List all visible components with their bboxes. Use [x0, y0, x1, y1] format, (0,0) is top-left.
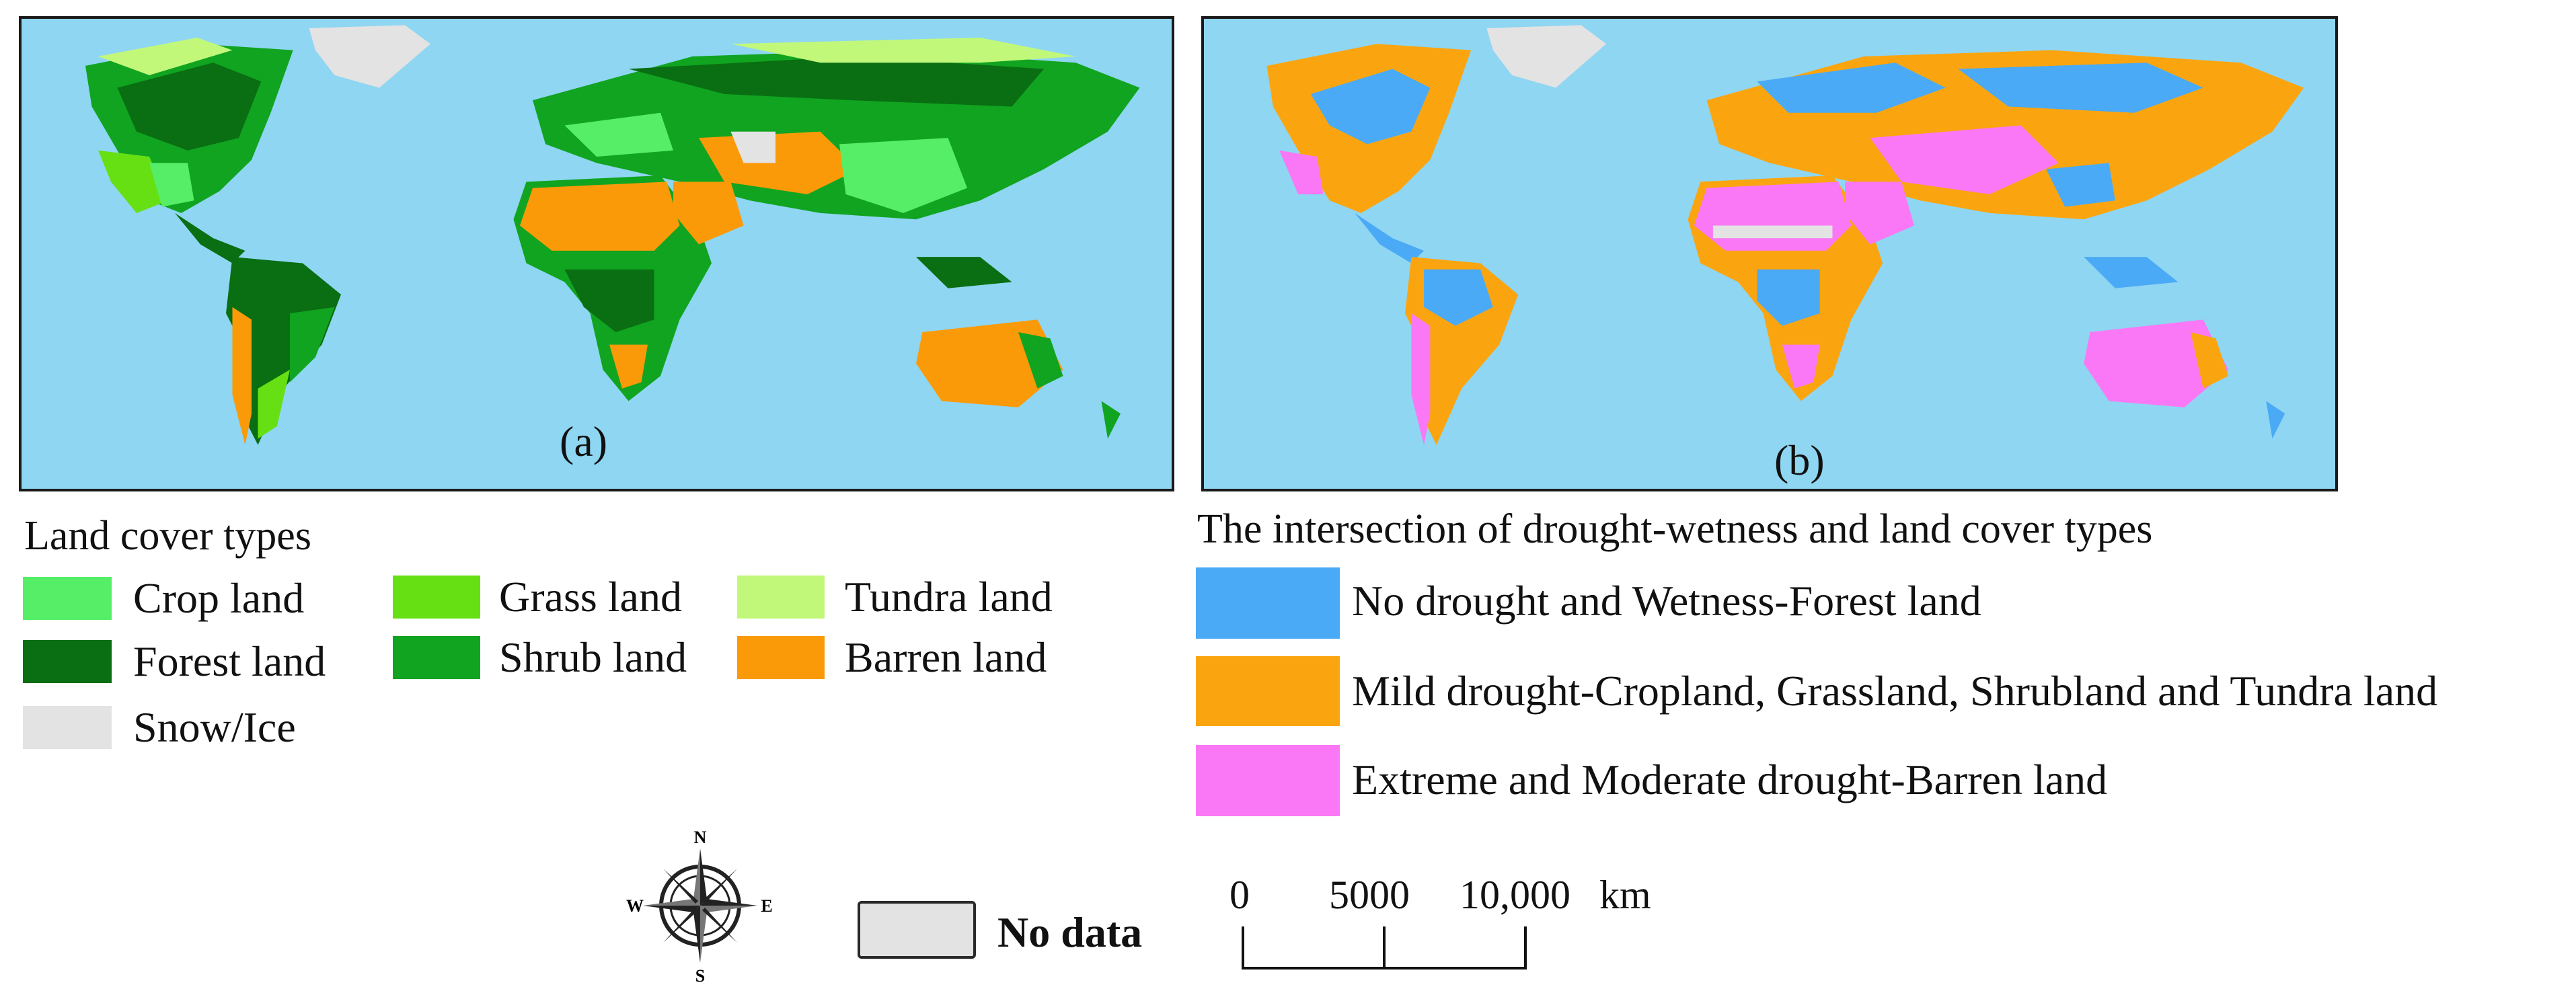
legend-label-forest-land: Forest land — [133, 637, 326, 685]
legend-label-extreme-drought: Extreme and Moderate drought-Barren land — [1352, 756, 2108, 803]
legend-a-title: Land cover types — [24, 513, 311, 559]
map-panel-b — [1201, 16, 2338, 491]
scale-bar — [1242, 926, 1527, 970]
compass-n: N — [694, 828, 707, 847]
legend-swatch-grass-land — [393, 576, 480, 619]
legend-label-mild-drought: Mild drought-Cropland, Grassland, Shrubl… — [1352, 667, 2438, 715]
panel-b-label: (b) — [1774, 436, 1825, 484]
legend-swatch-extreme-drought — [1196, 745, 1340, 816]
legend-label-barren-land: Barren land — [845, 633, 1047, 681]
no-data-label: No data — [997, 908, 1143, 956]
legend-swatch-barren-land — [737, 636, 825, 679]
legend-swatch-mild-drought — [1196, 656, 1340, 726]
world-map-land-cover — [22, 19, 1172, 489]
compass-e: E — [761, 896, 772, 916]
legend-label-tundra-land: Tundra land — [845, 573, 1053, 621]
legend-label-snow-ice: Snow/Ice — [133, 703, 296, 751]
panel-a-label: (a) — [560, 418, 608, 465]
scale-tick-10000: 10,000 — [1460, 873, 1570, 917]
legend-swatch-snow-ice — [23, 706, 112, 749]
legend-b-title: The intersection of drought-wetness and … — [1197, 506, 2153, 552]
compass-rose: N S W E — [623, 828, 778, 986]
compass-w: W — [626, 896, 644, 916]
legend-label-no-drought-forest: No drought and Wetness-Forest land — [1352, 577, 1981, 625]
legend-swatch-forest-land — [23, 640, 112, 683]
legend-label-grass-land: Grass land — [499, 573, 682, 621]
world-map-drought-intersection — [1204, 19, 2335, 489]
scale-tick-5000: 5000 — [1329, 873, 1410, 917]
map-panel-a — [19, 16, 1174, 491]
legend-swatch-no-drought-forest — [1196, 567, 1340, 639]
no-data-swatch — [858, 901, 976, 959]
scale-tick-0: 0 — [1229, 873, 1250, 917]
legend-label-crop-land: Crop land — [133, 574, 305, 622]
legend-swatch-crop-land — [23, 577, 112, 620]
compass-rose-icon: N S W E — [626, 828, 773, 986]
legend-label-shrub-land: Shrub land — [499, 633, 687, 681]
compass-s: S — [695, 966, 705, 983]
legend-swatch-tundra-land — [737, 576, 825, 619]
legend-swatch-shrub-land — [393, 636, 480, 679]
scale-unit: km — [1599, 873, 1651, 917]
